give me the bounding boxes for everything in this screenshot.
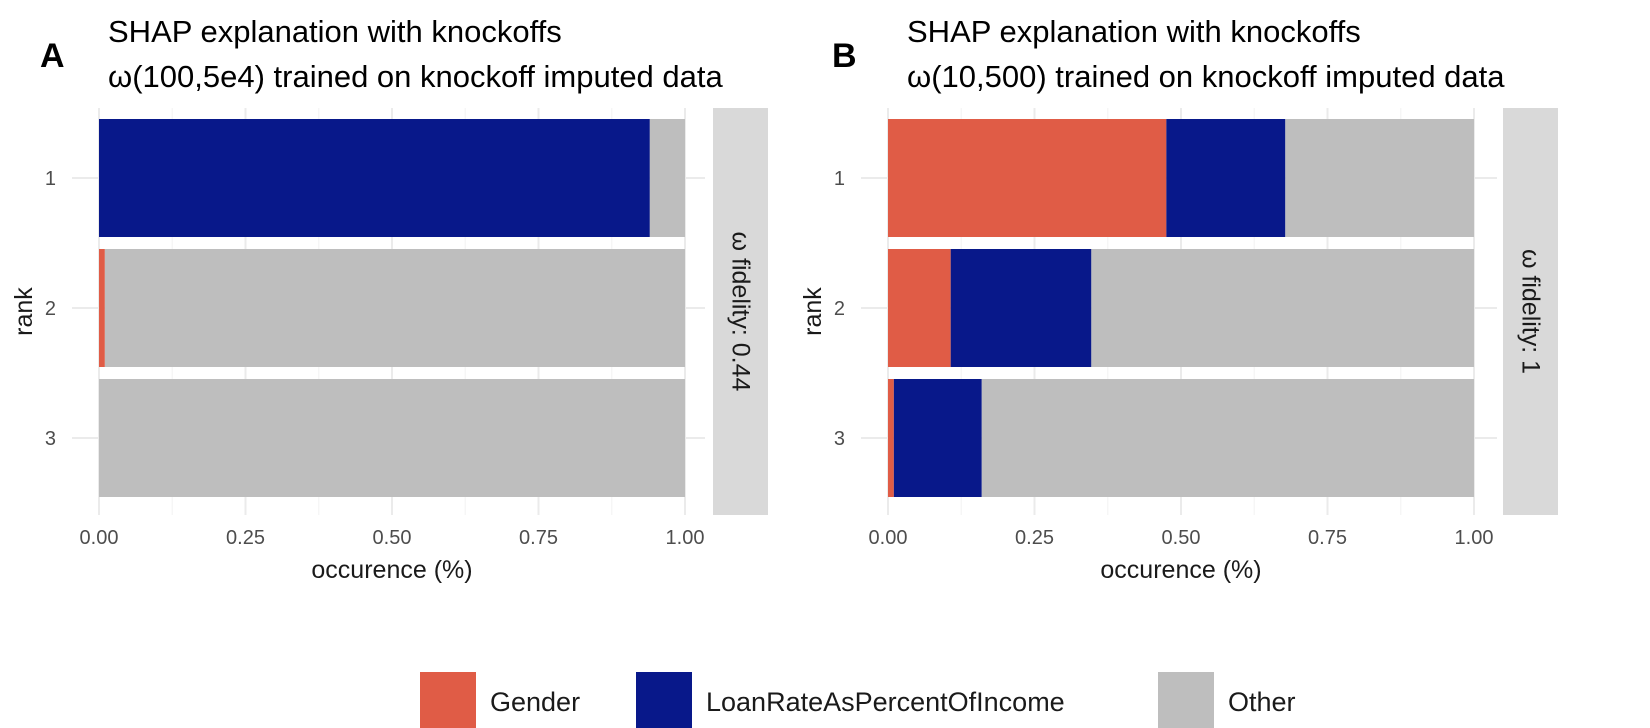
y-tick-label: 2	[45, 298, 56, 320]
bars	[888, 119, 1474, 497]
bar-rank-1-loanrateaspercentofincome	[99, 119, 650, 237]
x-axis-title: occurence (%)	[1100, 556, 1261, 584]
bar-rank-2-gender	[888, 249, 951, 367]
legend-item-gender: Gender	[420, 672, 580, 728]
legend-swatch	[636, 672, 692, 728]
chart-subtitle: ω(100,5e4) trained on knockoff imputed d…	[108, 59, 724, 94]
y-axis-title: rank	[10, 287, 38, 336]
y-tick-label: 1	[834, 168, 845, 190]
x-tick-label: 1.00	[1455, 527, 1494, 549]
panel-label: B	[832, 37, 857, 75]
x-tick-label: 0.75	[519, 527, 558, 549]
legend-swatch	[1158, 672, 1214, 728]
legend: Gender LoanRateAsPercentOfIncome Other	[420, 672, 1296, 728]
x-axis-title: occurence (%)	[311, 556, 472, 584]
y-tick-label: 2	[834, 298, 845, 320]
bar-rank-2-gender	[99, 249, 105, 367]
bar-rank-2-other	[1091, 249, 1474, 367]
legend-label: Gender	[490, 687, 580, 717]
bar-rank-2-loanrateaspercentofincome	[950, 249, 1092, 367]
y-tick-label: 1	[45, 168, 56, 190]
bar-rank-1-other	[649, 119, 685, 237]
legend-swatch	[420, 672, 476, 728]
bar-rank-1-gender	[888, 119, 1167, 237]
bar-rank-3-loanrateaspercentofincome	[893, 379, 982, 497]
chart-title: SHAP explanation with knockoffs	[108, 14, 562, 49]
legend-label: Other	[1228, 687, 1296, 717]
legend-item-loanrateaspercentofincome: LoanRateAsPercentOfIncome	[636, 672, 1065, 728]
x-tick-label: 0.75	[1308, 527, 1347, 549]
legend-item-other: Other	[1158, 672, 1296, 728]
x-tick-label: 1.00	[666, 527, 705, 549]
y-axis-title: rank	[799, 287, 827, 336]
x-tick-label: 0.00	[869, 527, 908, 549]
facet-strip	[1503, 108, 1558, 515]
chart-subtitle: ω(10,500) trained on knockoff imputed da…	[907, 59, 1505, 94]
x-tick-label: 0.00	[80, 527, 119, 549]
bar-rank-3-other	[981, 379, 1474, 497]
bar-rank-3-other	[99, 379, 685, 497]
facet-label: ω fidelity: 1	[1517, 249, 1545, 374]
x-tick-label: 0.25	[1015, 527, 1054, 549]
y-tick-label: 3	[834, 428, 845, 450]
facet-label: ω fidelity: 0.44	[727, 232, 755, 392]
y-tick-label: 3	[45, 428, 56, 450]
bar-rank-1-other	[1285, 119, 1474, 237]
facet-strip	[713, 108, 768, 515]
bar-rank-3-gender	[888, 379, 894, 497]
bar-rank-1-loanrateaspercentofincome	[1166, 119, 1286, 237]
chart-panel-a: A SHAP explanation with knockoffs ω(100,5e…	[10, 14, 768, 584]
bars	[99, 119, 686, 497]
legend-label: LoanRateAsPercentOfIncome	[706, 687, 1065, 717]
panel-label: A	[40, 37, 65, 75]
x-tick-label: 0.50	[373, 527, 412, 549]
x-tick-label: 0.50	[1162, 527, 1201, 549]
chart-panel-b: B SHAP explanation with knockoffs ω(10,500…	[799, 14, 1558, 584]
chart-title: SHAP explanation with knockoffs	[907, 14, 1361, 49]
x-tick-label: 0.25	[226, 527, 265, 549]
bar-rank-2-other	[104, 249, 686, 367]
